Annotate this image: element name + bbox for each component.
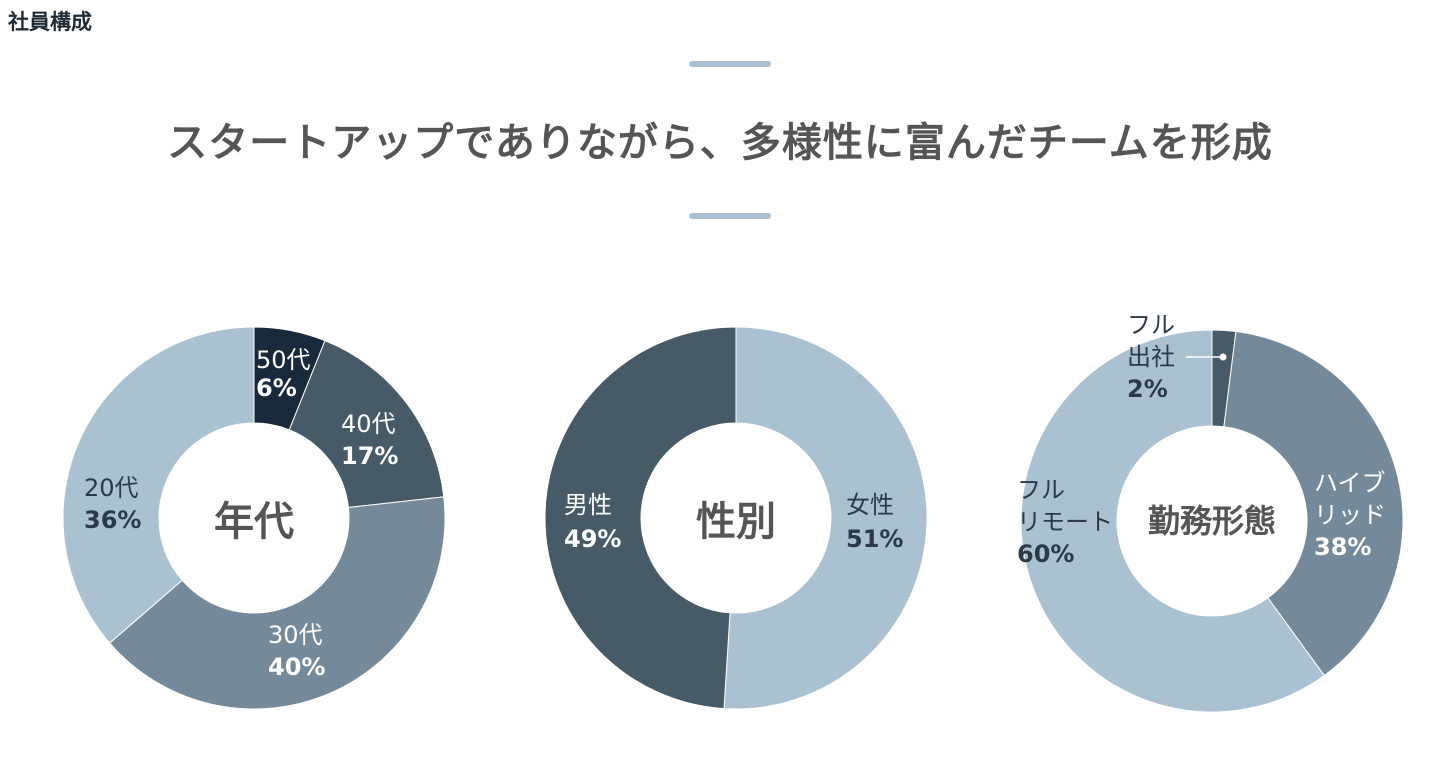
- section-label: 社員構成: [8, 10, 92, 34]
- age-label-30-value: 40%: [268, 653, 325, 681]
- work-label-hybrid-value: 38%: [1314, 533, 1371, 561]
- donut-chart-work-style: 勤務形態 フル 出社 2% ハイブ リッド 38% フル リモート 60%: [1017, 311, 1404, 713]
- gender-slice-1: [723, 326, 928, 710]
- gender-center-title: 性別: [696, 499, 776, 545]
- gender-slice-2: [544, 326, 737, 710]
- age-center-title: 年代: [214, 499, 294, 545]
- page-headline: スタートアップでありながら、多様性に富んだチームを形成: [167, 120, 1273, 166]
- age-label-20-value: 36%: [84, 506, 141, 534]
- age-label-20-category: 20代: [84, 474, 139, 502]
- work-label-remote-line1: フル: [1017, 476, 1065, 504]
- gender-label-male-value: 49%: [564, 525, 621, 553]
- work-style-slices: [1020, 329, 1404, 713]
- age-label-30-category: 30代: [268, 621, 323, 649]
- age-label-50-category: 50代: [256, 346, 311, 374]
- age-label-30: 30代 40%: [268, 621, 330, 681]
- gender-slices: [544, 326, 928, 710]
- age-label-40: 40代 17%: [341, 410, 403, 470]
- age-label-50-value: 6%: [256, 374, 297, 402]
- work-label-remote-value: 60%: [1017, 540, 1074, 568]
- full-office-leader-dot: [1219, 353, 1227, 361]
- work-label-hybrid: ハイブ リッド 38%: [1314, 469, 1394, 561]
- work-label-hybrid-line2: リッド: [1314, 501, 1386, 529]
- work-label-office-line1: フル: [1127, 311, 1175, 339]
- work-label-remote: フル リモート 60%: [1017, 476, 1121, 568]
- bottom-divider-line: [689, 213, 771, 219]
- gender-label-male-category: 男性: [564, 491, 612, 519]
- work-style-slice-3: [1020, 329, 1325, 713]
- work-label-office-value: 2%: [1127, 375, 1168, 403]
- donut-chart-gender: 性別 女性 51% 男性 49%: [544, 326, 928, 710]
- gender-label-female-category: 女性: [846, 491, 894, 519]
- work-label-office: フル 出社 2%: [1127, 311, 1183, 403]
- work-label-office-line2: 出社: [1127, 343, 1175, 371]
- age-label-40-category: 40代: [341, 410, 396, 438]
- age-slice-4: [62, 326, 255, 644]
- age-label-50: 50代 6%: [256, 346, 318, 402]
- age-label-20: 20代 36%: [84, 474, 146, 534]
- age-slices: [62, 326, 446, 710]
- top-divider-line: [689, 61, 771, 67]
- gender-label-male: 男性 49%: [564, 491, 621, 553]
- gender-label-female-value: 51%: [846, 525, 903, 553]
- work-style-slice-2: [1223, 330, 1404, 677]
- age-label-40-value: 17%: [341, 442, 398, 470]
- work-label-remote-line2: リモート: [1017, 508, 1113, 536]
- gender-label-female: 女性 51%: [846, 491, 903, 553]
- donut-chart-age: 年代 50代 6% 40代 17% 30代 40% 20代 36%: [62, 326, 446, 710]
- age-slice-3: [108, 496, 446, 710]
- work-style-center-title: 勤務形態: [1148, 502, 1276, 540]
- work-label-hybrid-line1: ハイブ: [1314, 469, 1386, 497]
- age-slice-2: [288, 340, 445, 509]
